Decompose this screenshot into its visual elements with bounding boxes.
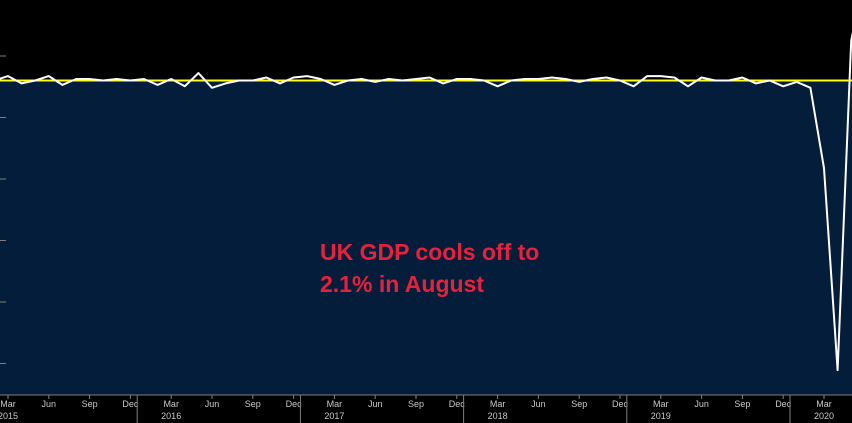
year-label: 2019 xyxy=(651,411,671,421)
x-tick-label: Jun xyxy=(42,399,57,409)
year-label: 2018 xyxy=(488,411,508,421)
chart-annotation: UK GDP cools off to 2.1% in August xyxy=(320,236,620,300)
x-tick-label: Mar xyxy=(163,399,179,409)
y-ticks xyxy=(0,55,6,364)
series-layer xyxy=(0,31,852,372)
x-tick-label: Dec xyxy=(775,399,792,409)
annotation-line-2: 2.1% in August xyxy=(320,271,484,297)
annotation-line-1: UK GDP cools off to xyxy=(320,239,540,265)
x-tick-label: Jun xyxy=(205,399,220,409)
x-tick-label: Sep xyxy=(408,399,424,409)
x-axis-band xyxy=(0,395,852,423)
x-tick-label: Sep xyxy=(82,399,98,409)
x-tick-label: Dec xyxy=(449,399,466,409)
year-label: 2020 xyxy=(814,411,834,421)
x-tick-label: Mar xyxy=(327,399,343,409)
x-tick-label: Dec xyxy=(286,399,303,409)
x-tick-label: Mar xyxy=(816,399,832,409)
x-tick-label: Sep xyxy=(734,399,750,409)
area-layer xyxy=(0,80,852,396)
x-tick-label: Jun xyxy=(531,399,546,409)
x-tick-label: Jun xyxy=(694,399,709,409)
x-tick-label: Jun xyxy=(368,399,383,409)
x-tick-label: Dec xyxy=(122,399,139,409)
x-tick-label: Mar xyxy=(490,399,506,409)
series-line xyxy=(0,31,852,372)
year-label: 2016 xyxy=(161,411,181,421)
year-label: 2017 xyxy=(324,411,344,421)
shaded-area xyxy=(0,80,852,396)
year-label: 2015 xyxy=(0,411,18,421)
x-tick-label: Mar xyxy=(653,399,669,409)
x-tick-label: Dec xyxy=(612,399,629,409)
x-tick-label: Sep xyxy=(245,399,261,409)
x-tick-label: Mar xyxy=(0,399,16,409)
x-tick-label: Sep xyxy=(571,399,587,409)
x-axis: Mar Jun Sep Dec Mar Jun Sep Dec Mar Jun Sep Dec Mar J… xyxy=(0,394,852,423)
